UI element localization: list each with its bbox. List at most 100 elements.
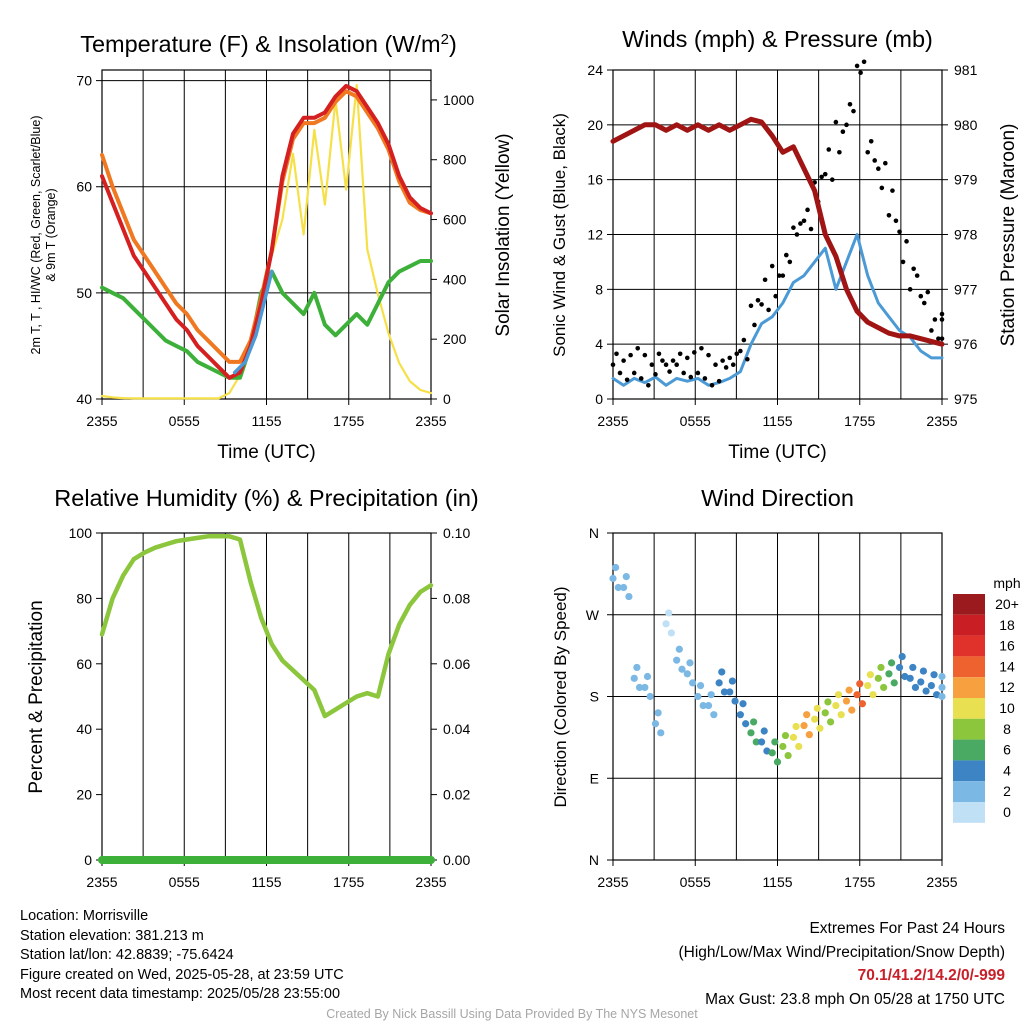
direction-point [646, 692, 654, 701]
gust-point [879, 185, 885, 191]
direction-point [795, 742, 803, 751]
x-tick-label: 2355 [415, 413, 446, 429]
gust-point [798, 221, 803, 226]
gust-point [727, 355, 733, 361]
gust-point [939, 311, 945, 317]
extremes-values: 70.1/41.2/14.2/0/-999 [857, 967, 1005, 984]
x-tick-label: 2355 [926, 874, 957, 890]
legend-swatch [953, 718, 985, 740]
direction-point [699, 701, 707, 710]
x-tick-label: 2355 [415, 874, 446, 890]
direction-point [917, 678, 925, 686]
direction-point [662, 620, 670, 628]
y-tick-label: 60 [76, 179, 92, 195]
gust-point [925, 289, 931, 295]
direction-point [880, 683, 888, 692]
direction-point [665, 609, 673, 617]
y-axis-label: Percent & Precipitation [26, 600, 47, 793]
y2-axis-label: Station Pressure (Maroon) [998, 124, 1019, 347]
sonic-wind-line [611, 233, 944, 387]
gust-point [808, 226, 814, 232]
direction-point [667, 629, 675, 637]
y-tick-label: N [589, 852, 599, 868]
x-axis-label: Time (UTC) [728, 442, 827, 463]
direction-point [643, 672, 652, 681]
gust-point [858, 70, 863, 76]
direction-point [911, 683, 920, 692]
direction-point [742, 720, 750, 728]
direction-point [720, 688, 729, 696]
direction-point [927, 682, 935, 690]
y-tick-label: 100 [69, 525, 93, 541]
x-tick-label: 2355 [597, 874, 628, 890]
y2-tick-label: 200 [443, 331, 467, 347]
direction-point [678, 665, 686, 673]
gust-point [865, 149, 871, 155]
x-tick-label: 1755 [844, 874, 875, 890]
y2-tick-label: 981 [954, 62, 978, 78]
gust-point [886, 213, 892, 218]
gust-points [610, 59, 945, 388]
extremes-subtitle: (High/Low/Max Wind/Precipitation/Snow De… [678, 943, 1006, 961]
direction-point [715, 679, 723, 687]
direction-point [938, 672, 946, 681]
direction-point [938, 683, 946, 692]
legend-label: 0 [1003, 804, 1011, 820]
gust-point [653, 372, 658, 377]
gust-point [794, 232, 800, 237]
gust-point [748, 303, 754, 309]
x-tick-label: 1755 [844, 413, 875, 429]
direction-point [930, 671, 938, 679]
direction-point [826, 718, 835, 726]
direction-point [635, 683, 644, 692]
gust-point [844, 122, 849, 128]
direction-point [696, 682, 705, 690]
direction-point [938, 692, 946, 701]
gust-point [663, 362, 669, 368]
direction-point [752, 738, 760, 746]
y-tick-label: S [590, 689, 599, 705]
x-tick-label: 1155 [762, 874, 792, 890]
direction-point [718, 668, 726, 676]
rh-line [99, 534, 434, 719]
gust-point [720, 358, 725, 363]
direction-point [654, 709, 662, 717]
direction-point [731, 697, 739, 705]
gust-point [914, 273, 920, 278]
legend-swatch [953, 739, 985, 761]
chart-title: Relative Humidity (%) & Precipitation (i… [54, 485, 478, 511]
gust-point [766, 307, 771, 313]
gust-point [773, 293, 778, 299]
gust-point [752, 322, 757, 328]
direction-point [633, 663, 641, 672]
direction-point [614, 583, 622, 592]
chart-title: Winds (mph) & Pressure (mb) [622, 26, 933, 52]
gust-point [932, 317, 938, 322]
y2-tick-label: 800 [443, 152, 467, 168]
y-tick-label: 40 [76, 391, 92, 407]
direction-point [683, 670, 691, 678]
x-tick-label: 1155 [251, 874, 281, 890]
gust-point [890, 188, 895, 193]
gust-point [624, 377, 630, 383]
y-tick-label: 12 [587, 227, 603, 243]
gust-point [872, 158, 878, 163]
wind-chill-line [232, 269, 274, 375]
y2-tick-label: 0.00 [443, 852, 470, 868]
gust-point [628, 352, 633, 358]
x-tick-label: 1155 [762, 413, 792, 429]
x-tick-label: 2355 [86, 874, 117, 890]
gust-point [897, 229, 902, 235]
legend-swatch [953, 594, 985, 615]
gust-point [829, 177, 835, 182]
y2-tick-label: 0.08 [443, 590, 470, 606]
gust-point [929, 328, 934, 333]
direction-point [864, 682, 872, 690]
gust-point [784, 252, 789, 258]
gust-point [670, 358, 676, 363]
legend-label: 20+ [995, 596, 1019, 612]
y-tick-label: 20 [587, 117, 603, 133]
y2-tick-label: 977 [954, 281, 978, 297]
direction-point [657, 729, 665, 737]
direction-point [784, 751, 792, 760]
